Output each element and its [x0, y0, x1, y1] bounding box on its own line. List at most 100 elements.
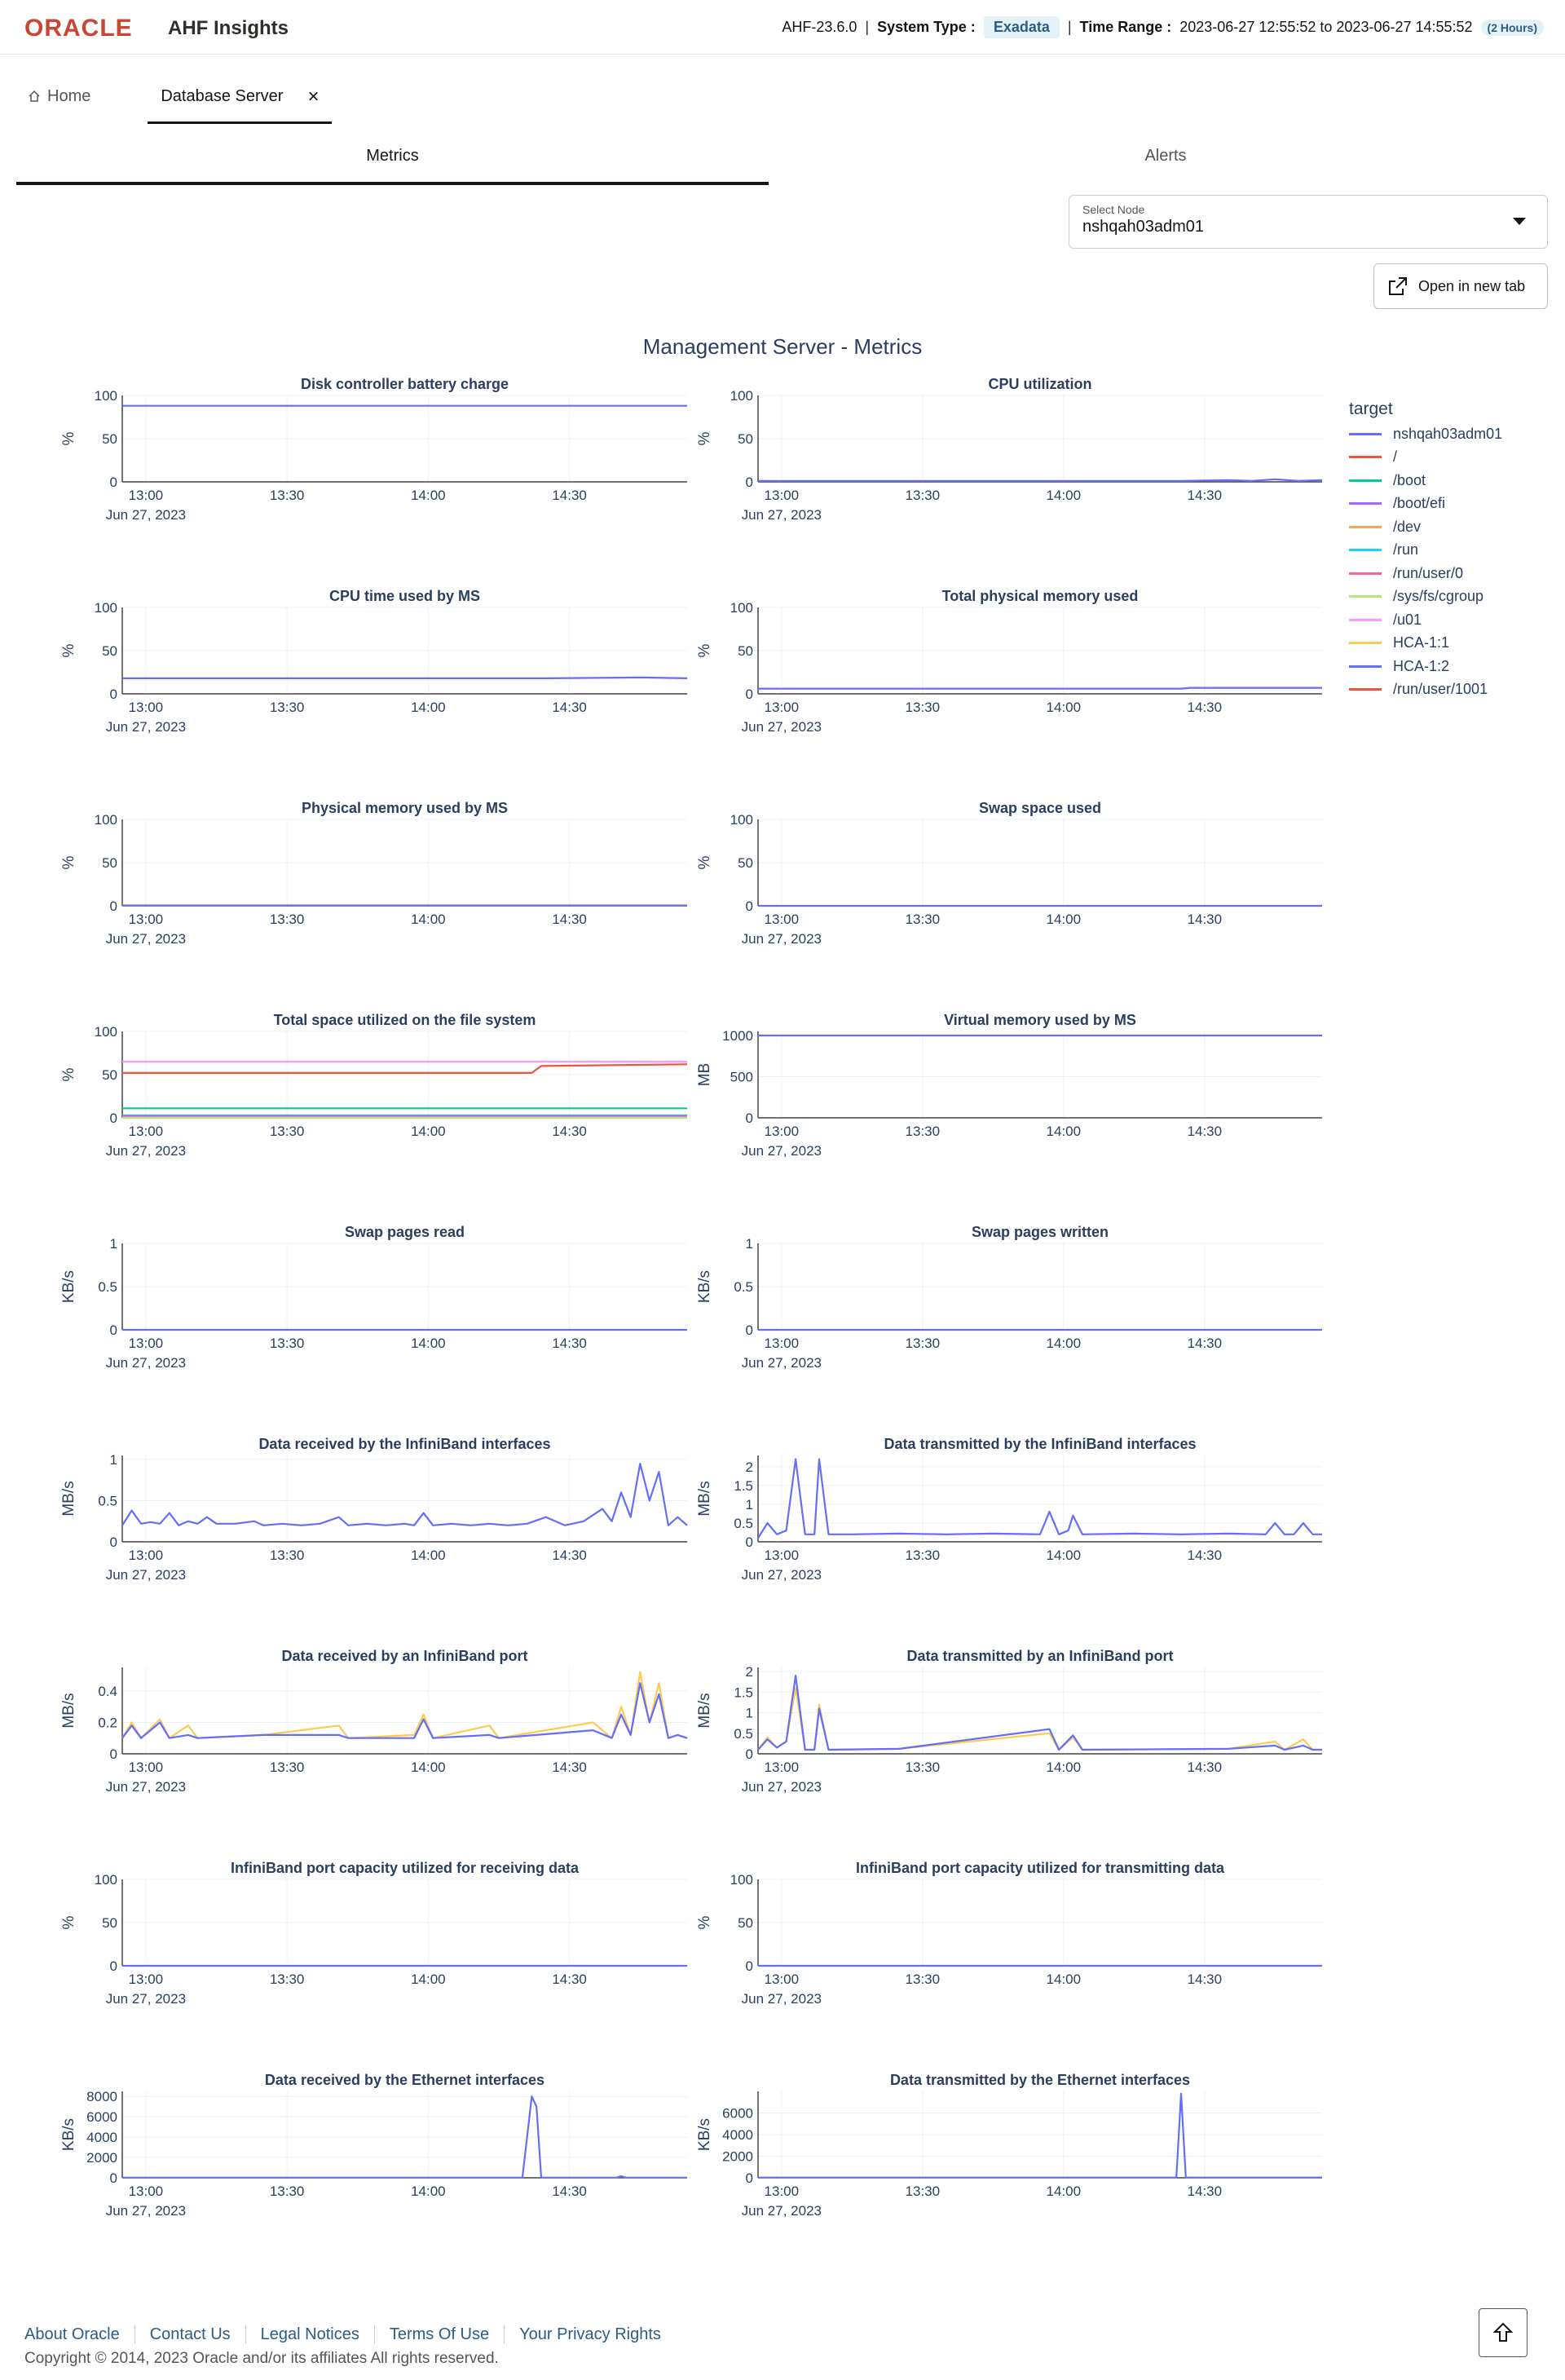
- series-line[interactable]: [121, 1671, 688, 1739]
- x-tick-label: 14:00: [411, 2184, 446, 2199]
- x-tick-label: 14:00: [1047, 700, 1082, 715]
- footer-link-legal[interactable]: Legal Notices: [245, 2325, 374, 2344]
- close-icon[interactable]: ×: [307, 85, 320, 108]
- legend-item[interactable]: HCA-1:2: [1349, 655, 1502, 678]
- x-tick-label: 13:30: [270, 700, 305, 715]
- y-tick-label: 1: [746, 1706, 753, 1721]
- tab-database-server-label: Database Server: [161, 87, 284, 105]
- legend-item[interactable]: /dev: [1349, 515, 1502, 539]
- x-tick-label: 14:30: [552, 700, 587, 715]
- y-tick-label: 1: [746, 1236, 753, 1252]
- footer-link-contact[interactable]: Contact Us: [134, 2325, 245, 2344]
- y-tick-label: 4000: [86, 2130, 117, 2145]
- x-tick-label: 14:30: [552, 1124, 587, 1139]
- y-tick-label: 0: [110, 475, 117, 490]
- legend-item[interactable]: /u01: [1349, 608, 1502, 632]
- legend-item[interactable]: /run: [1349, 539, 1502, 563]
- series-line[interactable]: [758, 687, 1322, 690]
- legend-item[interactable]: /boot: [1349, 469, 1502, 492]
- legend-item[interactable]: nshqah03adm01: [1349, 422, 1502, 446]
- chart-title: Virtual memory used by MS: [944, 1012, 1136, 1028]
- legend-item[interactable]: /sys/fs/cgroup: [1349, 585, 1502, 609]
- y-tick-label: 0: [110, 1534, 117, 1550]
- y-tick-label: 100: [730, 388, 753, 404]
- chart-title: Total physical memory used: [942, 588, 1139, 604]
- y-axis-label: %: [60, 1067, 77, 1081]
- chart-title: InfiniBand port capacity utilized for re…: [231, 1860, 580, 1876]
- series-line[interactable]: [121, 1462, 688, 1526]
- chart-title: Data transmitted by an InfiniBand port: [906, 1648, 1173, 1664]
- y-tick-label: 0: [110, 899, 117, 914]
- x-tick-label: 13:00: [765, 488, 800, 503]
- y-tick-label: 2: [746, 1664, 753, 1680]
- y-axis-label: MB: [696, 1063, 713, 1087]
- chart: Swap space used 0 50 100 13:00 13:30 14:00 14:3…: [696, 800, 1322, 947]
- chart-title: Data received by the InfiniBand interfac…: [258, 1436, 550, 1452]
- open-new-tab-button[interactable]: Open in new tab: [1373, 263, 1548, 309]
- x-tick-label: 13:00: [765, 700, 800, 715]
- x-tick-label: 13:30: [906, 1760, 941, 1775]
- legend-label: /boot/efi: [1393, 495, 1446, 512]
- footer-link-about[interactable]: About Oracle: [24, 2325, 120, 2343]
- footer-link-terms[interactable]: Terms Of Use: [373, 2325, 504, 2344]
- x-tick-label: 14:30: [552, 912, 587, 927]
- y-tick-label: 4000: [722, 2127, 753, 2143]
- y-tick-label: 100: [95, 600, 117, 616]
- series-line[interactable]: [757, 1675, 1322, 1751]
- series-line[interactable]: [757, 1687, 1322, 1751]
- series-line[interactable]: [758, 478, 1323, 483]
- y-tick-label: 0.5: [98, 1279, 117, 1295]
- x-tick-label: 14:30: [552, 2184, 587, 2199]
- tab-database-server[interactable]: Database Server ×: [148, 77, 333, 124]
- legend-item[interactable]: /run/user/0: [1349, 562, 1502, 585]
- x-tick-label: 14:00: [411, 1124, 446, 1139]
- version-label: AHF-23.6.0: [782, 19, 857, 35]
- scroll-to-top-button[interactable]: [1479, 2308, 1528, 2357]
- x-tick-label: 13:00: [129, 488, 164, 503]
- tab-home[interactable]: Home: [28, 87, 90, 106]
- legend-label: HCA-1:2: [1393, 657, 1450, 674]
- x-tick-label: 14:30: [1188, 488, 1223, 503]
- chart: Data received by the InfiniBand interfac…: [60, 1436, 688, 1583]
- x-tick-label: 13:00: [129, 1336, 164, 1351]
- x-tick-label: 14:00: [411, 1760, 446, 1775]
- series-line[interactable]: [122, 1063, 688, 1075]
- x-tick-label: 13:00: [129, 1972, 164, 1987]
- y-tick-label: 1000: [722, 1028, 753, 1044]
- chart: InfiniBand port capacity utilized for tr…: [696, 1860, 1322, 2007]
- footer-link-privacy[interactable]: Your Privacy Rights: [504, 2325, 676, 2344]
- legend-item[interactable]: /boot/efi: [1349, 492, 1502, 516]
- node-select[interactable]: Select Node nshqah03adm01: [1069, 195, 1548, 249]
- y-tick-label: 50: [102, 1915, 117, 1931]
- chart-title: InfiniBand port capacity utilized for tr…: [856, 1860, 1225, 1876]
- chevron-down-icon[interactable]: [1513, 218, 1526, 225]
- duration-badge: (2 Hours): [1480, 19, 1544, 36]
- tab-alerts[interactable]: Alerts: [1144, 147, 1187, 165]
- y-axis-label: %: [60, 643, 77, 657]
- legend-item[interactable]: HCA-1:1: [1349, 632, 1502, 656]
- x-tick-label: 13:30: [906, 1548, 941, 1563]
- x-tick-label: 13:30: [270, 912, 305, 927]
- y-axis-label: MB/s: [696, 1693, 713, 1728]
- x-tick-label: 14:00: [411, 1548, 446, 1563]
- series-line[interactable]: [758, 2092, 1322, 2179]
- series-line[interactable]: [757, 1458, 1322, 1539]
- x-axis-date: Jun 27, 2023: [106, 507, 186, 523]
- x-tick-label: 14:00: [1047, 1548, 1082, 1563]
- y-tick-label: 500: [730, 1070, 753, 1085]
- legend-item[interactable]: /: [1349, 446, 1502, 470]
- series-line[interactable]: [121, 1682, 688, 1739]
- page-title: Management Server - Metrics: [642, 334, 923, 359]
- system-type-badge: Exadata: [983, 16, 1060, 38]
- y-axis-label: MB/s: [60, 1481, 77, 1516]
- legend-item[interactable]: /run/user/1001: [1349, 678, 1502, 702]
- chart: Data received by the Ethernet interfaces…: [60, 2072, 687, 2219]
- y-tick-label: 0: [110, 1322, 117, 1338]
- y-tick-label: 1.5: [734, 1685, 753, 1700]
- series-line[interactable]: [122, 2095, 687, 2179]
- y-tick-label: 0: [746, 1534, 753, 1550]
- tab-metrics[interactable]: Metrics: [16, 139, 769, 185]
- y-axis-label: KB/s: [60, 2118, 77, 2151]
- node-select-value: nshqah03adm01: [1082, 218, 1205, 236]
- chart: Disk controller battery charge 0 50 100 13:0…: [60, 376, 687, 523]
